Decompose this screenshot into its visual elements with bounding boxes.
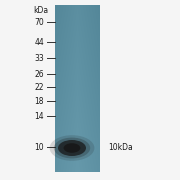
Ellipse shape bbox=[64, 143, 80, 153]
Text: 10: 10 bbox=[34, 143, 44, 152]
Text: 22: 22 bbox=[35, 82, 44, 91]
Text: 26: 26 bbox=[34, 69, 44, 78]
Text: 44: 44 bbox=[34, 37, 44, 46]
Ellipse shape bbox=[54, 138, 90, 158]
Text: 10kDa: 10kDa bbox=[108, 143, 133, 152]
Text: 14: 14 bbox=[34, 111, 44, 120]
Ellipse shape bbox=[50, 135, 94, 161]
Text: kDa: kDa bbox=[33, 6, 48, 15]
Text: 18: 18 bbox=[35, 96, 44, 105]
Ellipse shape bbox=[58, 140, 86, 156]
Text: 33: 33 bbox=[34, 53, 44, 62]
Text: 70: 70 bbox=[34, 17, 44, 26]
